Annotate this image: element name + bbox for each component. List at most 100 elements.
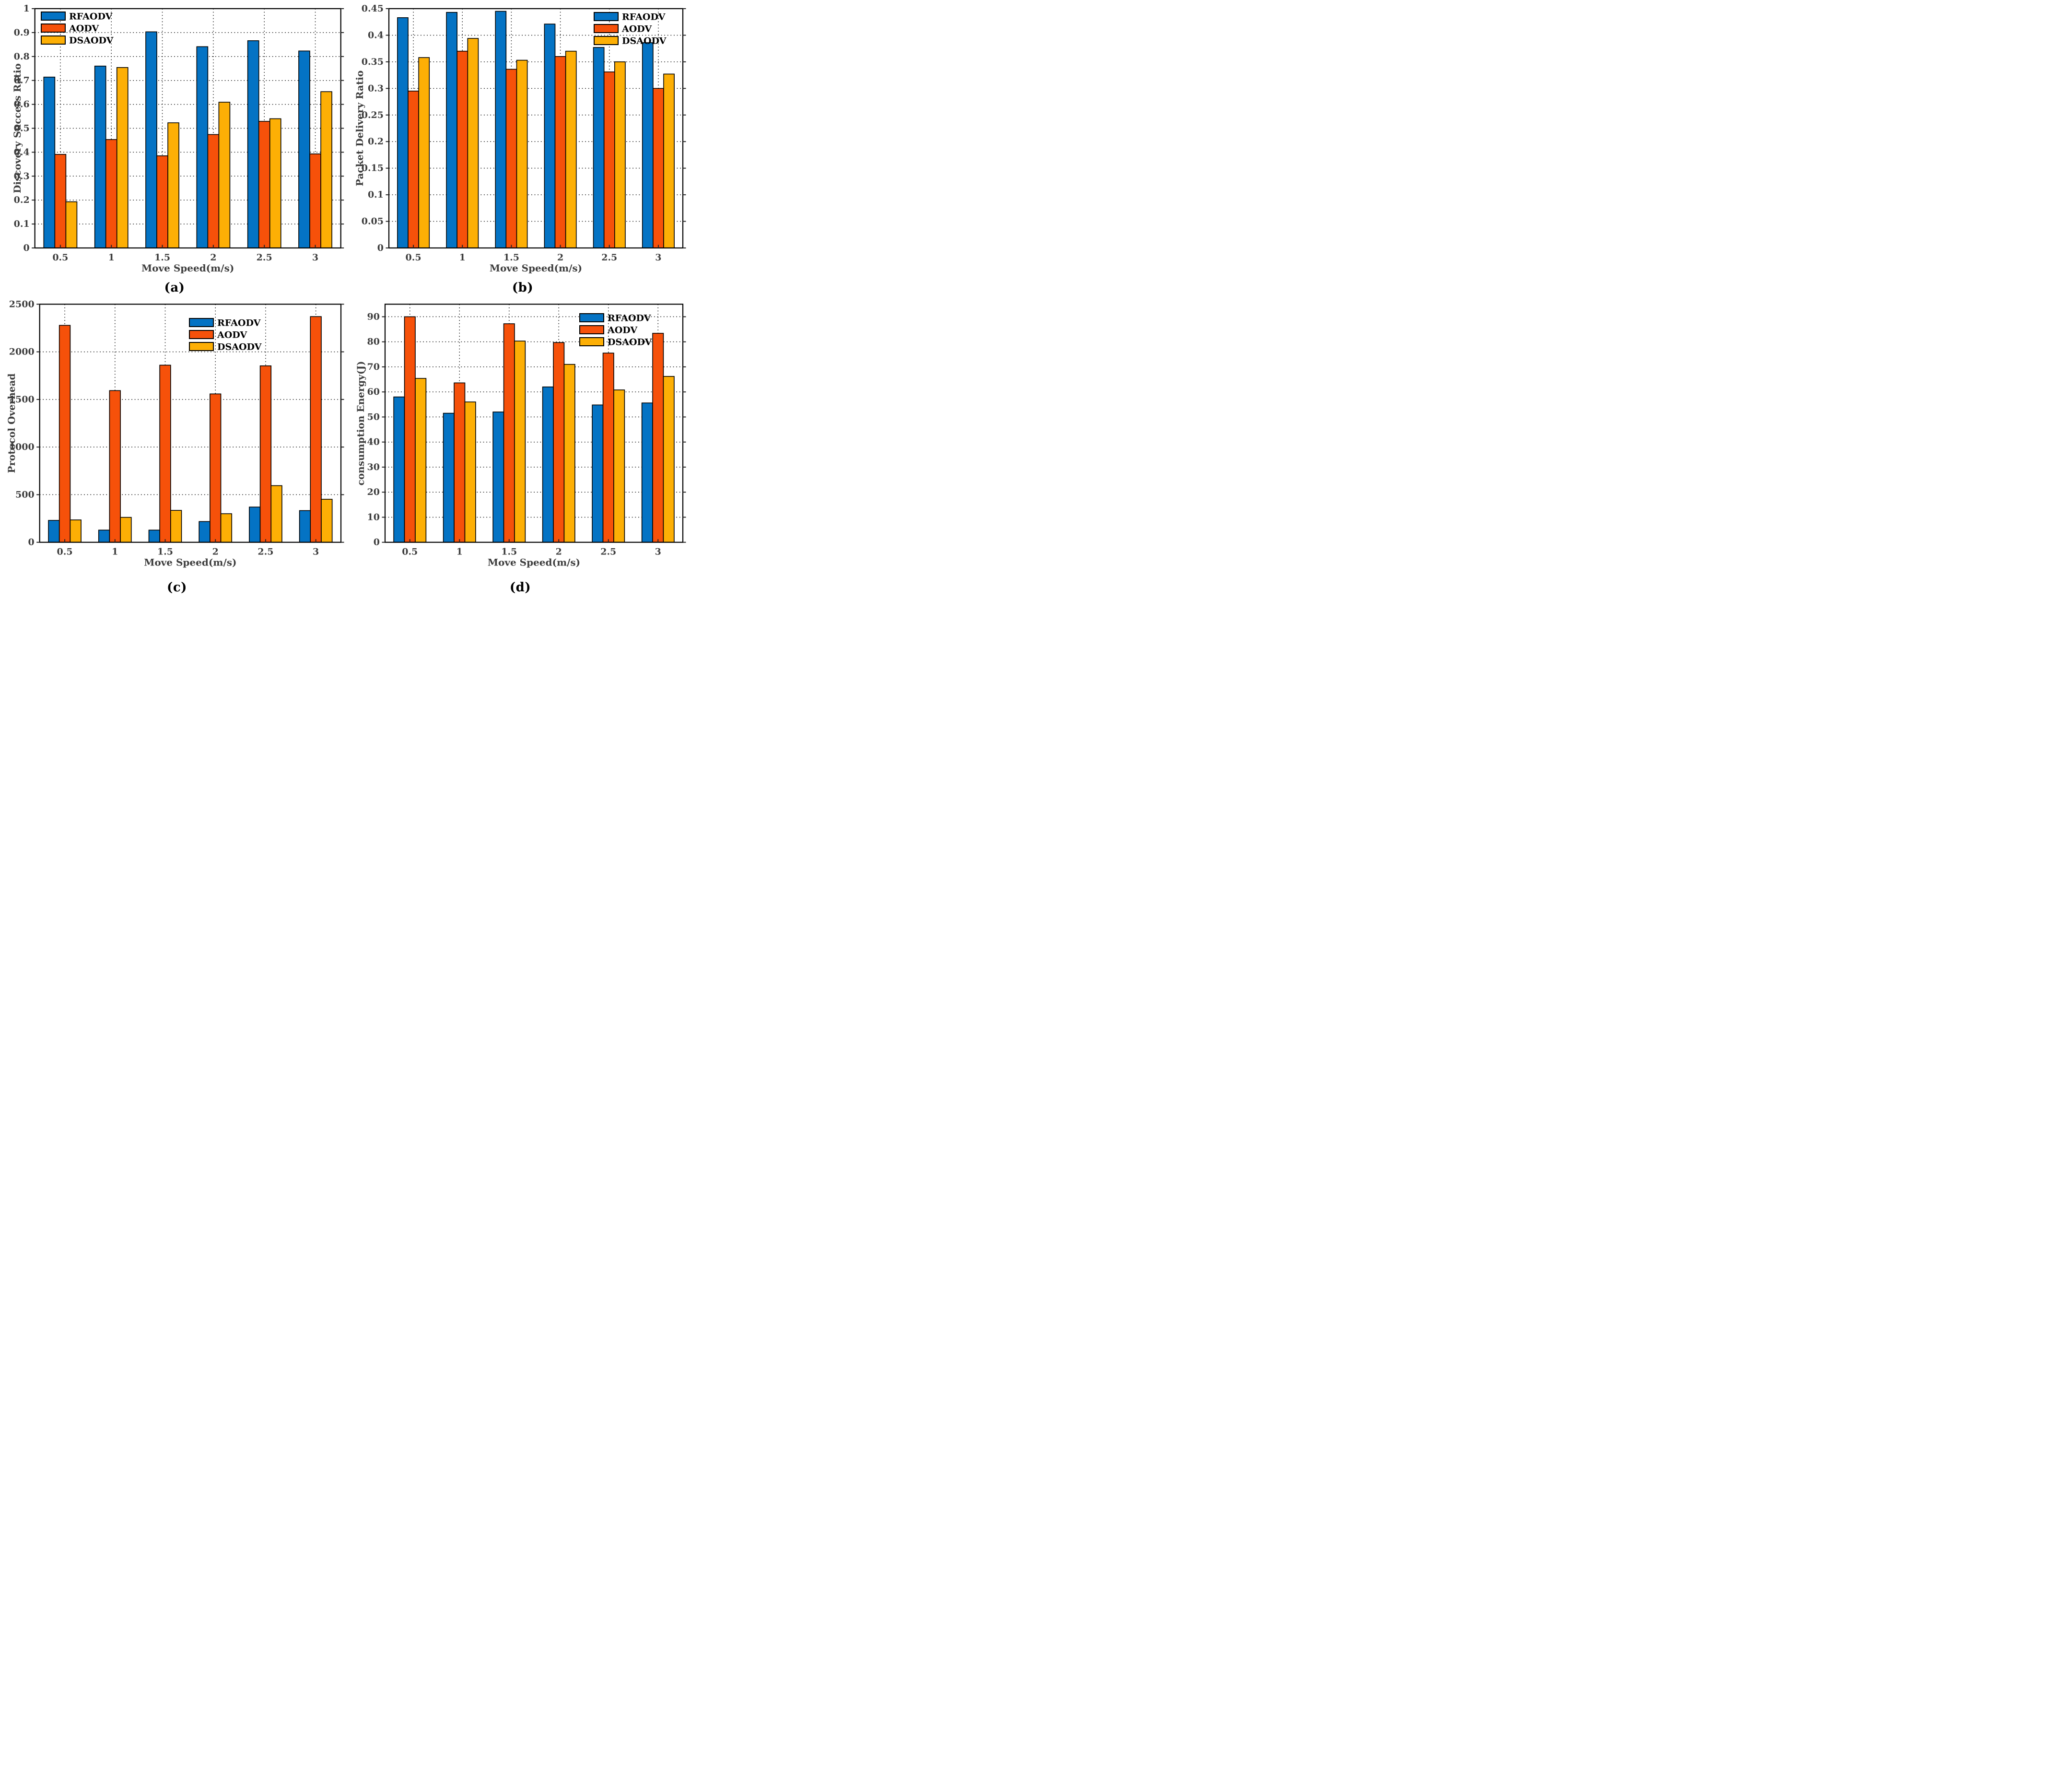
x-tick-label: 0.5: [57, 547, 73, 557]
figure: 0 0.1 0.2 0.3 0.4 0.5 0.6 0.7 0.8 0.9 1 0.5 1 1.5 2 2.5…: [0, 0, 691, 596]
bar-rfaodv-1: [94, 65, 106, 248]
bar-dsaodv-0.5: [418, 57, 430, 248]
y-tick-label: 90: [367, 311, 380, 322]
bar-dsaodv-1.5: [516, 59, 528, 248]
y-tick-label: 40: [367, 437, 380, 447]
y-tick-label: 30: [367, 462, 380, 472]
chart-a-svg: 0 0.1 0.2 0.3 0.4 0.5 0.6 0.7 0.8 0.9 1 0.5 1 1.5 2 2.5…: [12, 3, 344, 274]
bar-dsaodv-0.5: [415, 378, 427, 543]
bar-dsaodv-1: [464, 401, 476, 543]
bar-rfaodv-2.5: [593, 47, 605, 248]
grid: [385, 304, 683, 542]
y-axis-label: consumption Energy(J): [355, 361, 366, 486]
x-tick-label: 1.5: [157, 547, 173, 557]
bar-dsaodv-2.5: [614, 61, 626, 248]
legend-swatch-rfaodv: [189, 318, 214, 327]
legend-swatch-dsaodv: [189, 342, 214, 351]
x-tick-label: 2: [556, 547, 562, 557]
bar-dsaodv-2: [563, 364, 575, 543]
bar-rfaodv-3: [641, 402, 653, 543]
bar-dsaodv-1.5: [170, 510, 182, 543]
bar-dsaodv-0.5: [65, 201, 78, 248]
bar-aodv-1.5: [505, 69, 517, 248]
bar-rfaodv-3: [298, 50, 310, 248]
x-tick-label: 1.5: [501, 547, 517, 557]
x-tick-label: 2: [212, 547, 219, 557]
legend-swatch-aodv: [579, 325, 604, 334]
bar-rfaodv-2.5: [592, 404, 604, 543]
x-tick-label: 2.5: [258, 547, 273, 557]
y-tick-label: 1500: [9, 394, 35, 405]
legend-swatch-dsaodv: [41, 35, 66, 45]
axes: 0 0.05 0.1 0.15 0.2 0.25 0.3 0.35 0.4 0.45 0.5 1 1.5…: [362, 3, 686, 263]
axes: 0 500 1000 1500 2000 2500 0.5 1 1.5 2 2.5 3: [9, 299, 344, 557]
bar-rfaodv-1.5: [492, 411, 504, 543]
legend-label-aodv: AODV: [621, 24, 652, 35]
y-tick-label: 0.1: [368, 189, 384, 200]
bars: [393, 316, 675, 543]
legend-swatch-dsaodv: [579, 337, 604, 346]
y-tick-label: 60: [367, 387, 380, 397]
bar-aodv-2: [553, 342, 565, 543]
bar-aodv-1: [105, 139, 117, 248]
x-axis-label: Move Speed(m/s): [141, 262, 234, 274]
y-tick-label: 0.05: [362, 216, 384, 227]
y-tick-label: 50: [367, 411, 380, 422]
bar-rfaodv-2.5: [249, 506, 261, 543]
x-tick-label: 2: [557, 252, 563, 263]
x-axis-label: Move Speed(m/s): [490, 262, 582, 274]
y-tick-label: 0.7: [14, 75, 30, 86]
y-tick-label: 0.2: [368, 136, 384, 147]
x-tick-label: 2.5: [257, 252, 272, 263]
bar-dsaodv-1: [467, 38, 479, 248]
bar-rfaodv-3: [299, 510, 311, 543]
bar-rfaodv-1.5: [495, 11, 507, 248]
caption-c: (c): [167, 580, 187, 595]
y-tick-label: 2500: [9, 299, 35, 309]
legend-label-rfaodv: RFAODV: [608, 313, 652, 324]
bar-rfaodv-0.5: [393, 396, 405, 543]
y-tick-label: 0.4: [368, 30, 384, 40]
bar-aodv-3: [652, 333, 664, 543]
bar-aodv-2: [554, 56, 566, 248]
bar-aodv-1.5: [156, 155, 168, 248]
y-tick-label: 0.25: [362, 110, 384, 120]
y-tick-label: 0: [377, 243, 384, 253]
bar-rfaodv-1.5: [148, 529, 160, 543]
y-tick-label: 1000: [9, 442, 35, 452]
bar-dsaodv-0.5: [70, 519, 82, 543]
x-tick-label: 1: [459, 252, 466, 263]
legend-label-aodv: AODV: [607, 325, 638, 336]
x-tick-label: 1: [112, 547, 118, 557]
legend-label-rfaodv: RFAODV: [217, 318, 261, 329]
bar-dsaodv-3: [320, 91, 332, 248]
plot-box: [388, 8, 684, 249]
x-tick-label: 3: [312, 252, 318, 263]
y-tick-label: 80: [367, 337, 380, 347]
bar-rfaodv-0.5: [43, 76, 56, 248]
y-tick-label: 0.3: [368, 83, 384, 94]
panel-d: 0 10 20 30 40 50 60 70 80 90 0.5 1 1.5 2 2.5 3 consumpti…: [345, 297, 691, 596]
bar-dsaodv-3: [321, 499, 333, 543]
legend-swatch-aodv: [189, 330, 214, 339]
legend-label-aodv: AODV: [69, 24, 99, 34]
bar-dsaodv-1.5: [167, 122, 179, 248]
bar-aodv-2.5: [602, 353, 614, 543]
bar-rfaodv-1: [98, 529, 110, 543]
caption-a: (a): [164, 281, 185, 295]
panel-c: 0 500 1000 1500 2000 2500 0.5 1 1.5 2 2.5 3 Protocol…: [0, 297, 345, 596]
y-tick-label: 0.9: [14, 27, 30, 38]
chart-d-svg: 0 10 20 30 40 50 60 70 80 90 0.5 1 1.5 2 2.5 3 consumpti…: [355, 304, 686, 568]
x-tick-label: 1: [108, 252, 115, 263]
bar-rfaodv-2: [199, 521, 211, 543]
bar-rfaodv-2.5: [247, 40, 259, 248]
x-tick-label: 2.5: [601, 252, 617, 263]
bar-dsaodv-2: [218, 102, 231, 248]
legend-label-dsaodv: DSAODV: [608, 337, 653, 348]
bars: [397, 11, 675, 248]
y-tick-label: 0.6: [14, 99, 30, 110]
y-tick-label: 20: [367, 487, 380, 497]
x-tick-label: 0.5: [52, 252, 68, 263]
